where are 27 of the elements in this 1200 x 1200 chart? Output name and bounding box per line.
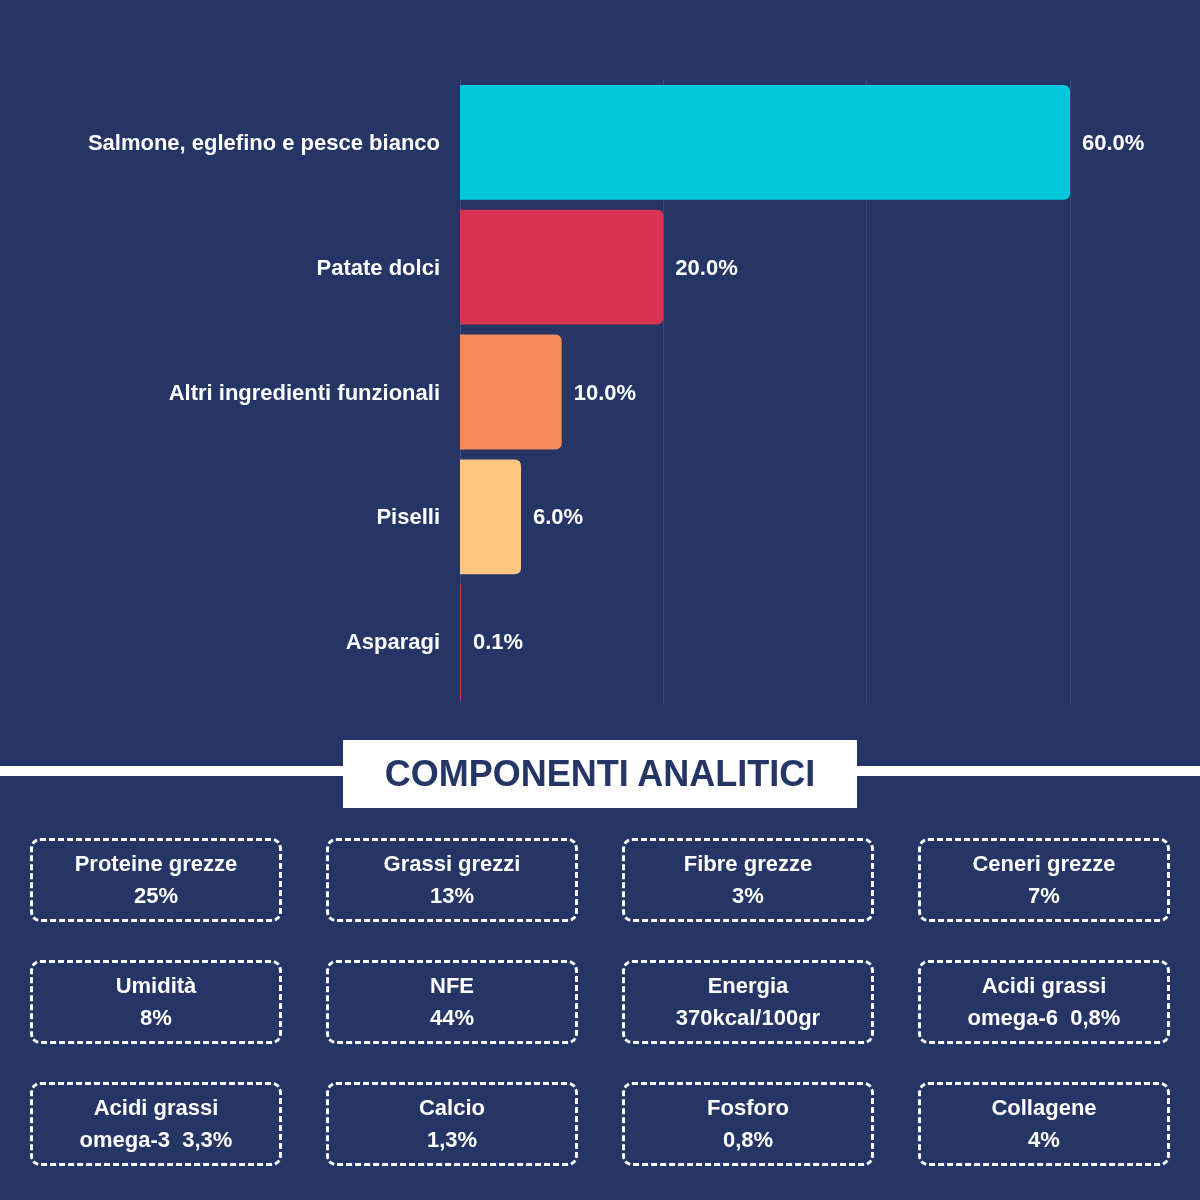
y-tick-label: Asparagi [345, 629, 440, 655]
text: Fosforo 0,8% [707, 1094, 789, 1154]
text: Collagene 4% [991, 1094, 1097, 1154]
data-label: 0.1% [473, 629, 524, 655]
text: Energia 370kcal/100gr [675, 972, 821, 1032]
text: Grassi grezzi 13% [383, 850, 521, 910]
y-tick-label: Salmone, eglefino e pesce bianco [87, 129, 440, 155]
y-tick-label: Altri ingredienti funzionali [168, 379, 440, 405]
text: Fibre grezze 3% [683, 850, 813, 910]
text: Acidi grassi omega-6 0,8% [967, 972, 1121, 1032]
data-label: 20.0% [675, 254, 738, 280]
bar [460, 209, 664, 325]
text: NFE 44% [429, 972, 475, 1032]
y-tick-label: Patate dolci [316, 254, 440, 280]
bar [460, 334, 562, 450]
text: Ceneri grezze 7% [972, 850, 1116, 910]
text: Calcio 1,3% [418, 1094, 486, 1154]
data-label: 60.0% [1082, 129, 1145, 155]
y-tick-label: Piselli [376, 504, 440, 530]
bar [460, 84, 1070, 200]
text: COMPONENTI ANALITICI [343, 740, 857, 808]
data-label: 6.0% [533, 504, 584, 530]
text: Proteine grezze 25% [74, 850, 238, 910]
text: Acidi grassi omega-3 3,3% [79, 1094, 233, 1154]
text: Umidità 8% [115, 972, 197, 1032]
data-label: 10.0% [573, 379, 637, 405]
bar [460, 459, 521, 575]
